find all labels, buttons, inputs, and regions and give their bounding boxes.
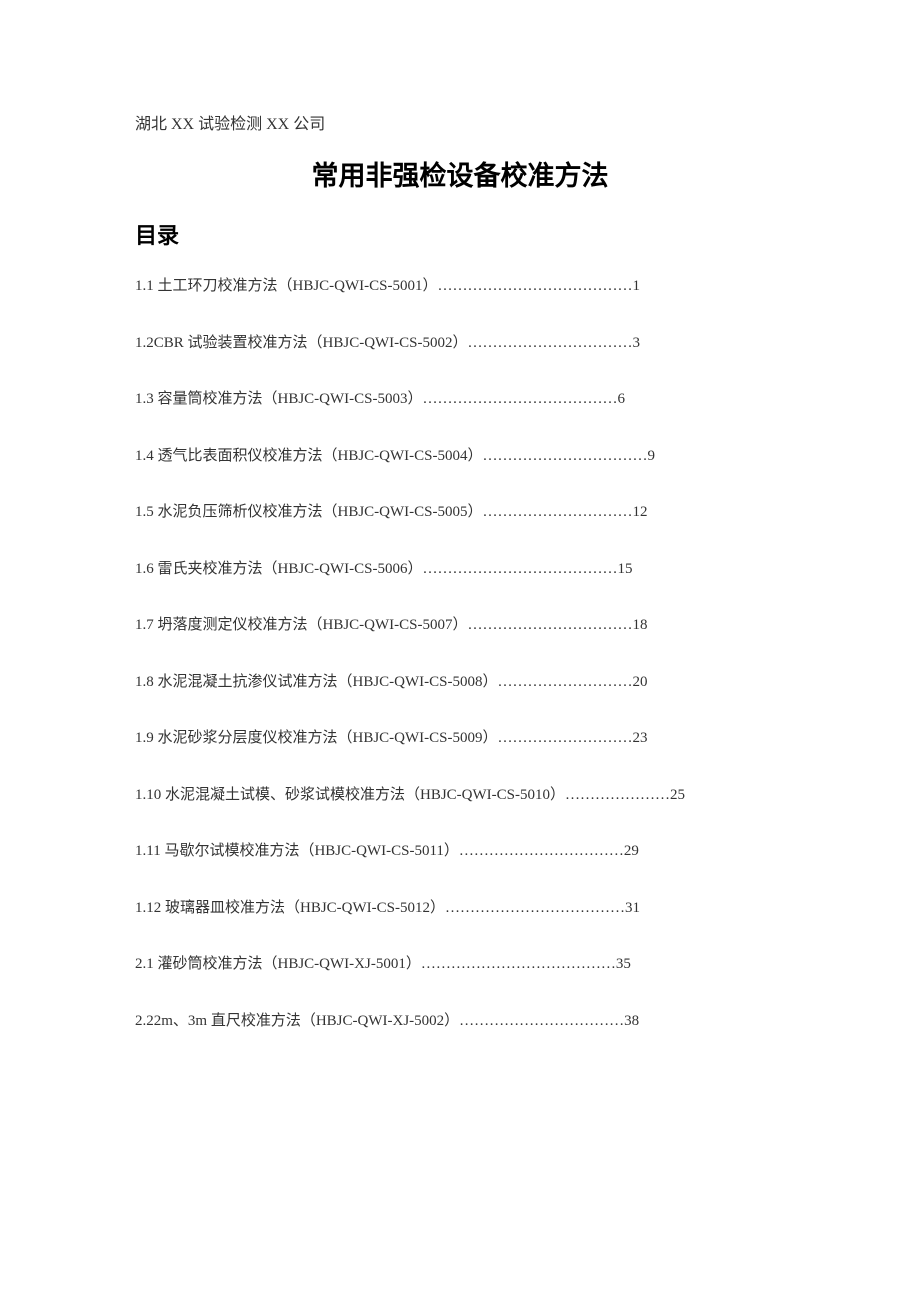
toc-item: 1.12 玻璃器皿校准方法（HBJC-QWI-CS-5012）………………………… (135, 897, 785, 920)
toc-item: 1.3 容量筒校准方法（HBJC-QWI-CS-5003）……………………………… (135, 388, 785, 411)
toc-item: 1.10 水泥混凝土试模、砂浆试模校准方法（HBJC-QWI-CS-5010）…… (135, 784, 785, 807)
toc-item: 1.6 雷氏夹校准方法（HBJC-QWI-CS-5006）……………………………… (135, 558, 785, 581)
toc-item: 1.1 土工环刀校准方法（HBJC-QWI-CS-5001）…………………………… (135, 275, 785, 298)
toc-item: 1.9 水泥砂浆分层度仪校准方法（HBJC-QWI-CS-5009）………………… (135, 727, 785, 750)
toc-item: 1.2CBR 试验装置校准方法（HBJC-QWI-CS-5002）…………………… (135, 332, 785, 355)
toc-item: 1.8 水泥混凝土抗渗仪试准方法（HBJC-QWI-CS-5008）………………… (135, 671, 785, 694)
company-name: 湖北 XX 试验检测 XX 公司 (135, 110, 785, 134)
toc-list: 1.1 土工环刀校准方法（HBJC-QWI-CS-5001）…………………………… (135, 275, 785, 1032)
toc-heading: 目录 (135, 218, 785, 250)
toc-item: 1.7 坍落度测定仪校准方法（HBJC-QWI-CS-5007）……………………… (135, 614, 785, 637)
toc-item: 2.22m、3m 直尺校准方法（HBJC-QWI-XJ-5002）…………………… (135, 1010, 785, 1033)
toc-item: 1.4 透气比表面积仪校准方法（HBJC-QWI-CS-5004）…………………… (135, 445, 785, 468)
toc-item: 1.11 马歇尔试模校准方法（HBJC-QWI-CS-5011）……………………… (135, 840, 785, 863)
toc-item: 1.5 水泥负压筛析仪校准方法（HBJC-QWI-CS-5005）…………………… (135, 501, 785, 524)
main-title: 常用非强检设备校准方法 (135, 154, 785, 193)
toc-item: 2.1 灌砂筒校准方法（HBJC-QWI-XJ-5001）……………………………… (135, 953, 785, 976)
